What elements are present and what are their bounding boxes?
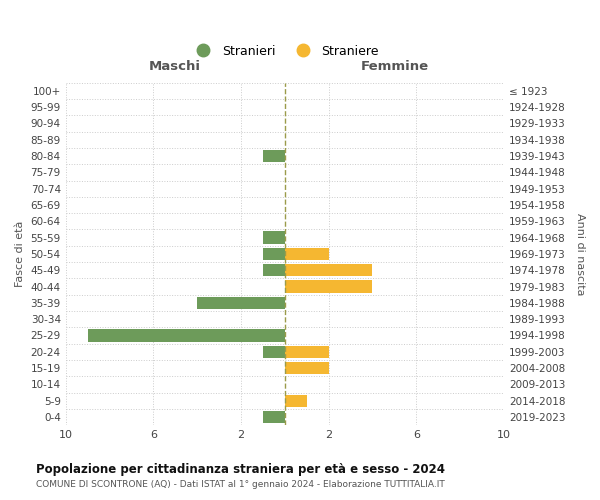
Bar: [263, 248, 285, 260]
Text: COMUNE DI SCONTRONE (AQ) - Dati ISTAT al 1° gennaio 2024 - Elaborazione TUTTITAL: COMUNE DI SCONTRONE (AQ) - Dati ISTAT al…: [36, 480, 445, 489]
Bar: [88, 330, 285, 342]
Bar: [285, 346, 329, 358]
Bar: [263, 150, 285, 162]
Bar: [285, 362, 329, 374]
Legend: Stranieri, Straniere: Stranieri, Straniere: [187, 41, 383, 62]
Bar: [197, 296, 285, 309]
Text: Popolazione per cittadinanza straniera per età e sesso - 2024: Popolazione per cittadinanza straniera p…: [36, 462, 445, 475]
Bar: [263, 346, 285, 358]
Text: Femmine: Femmine: [361, 60, 428, 73]
Y-axis label: Anni di nascita: Anni di nascita: [575, 212, 585, 295]
Bar: [263, 411, 285, 423]
Bar: [285, 280, 373, 292]
Bar: [285, 264, 373, 276]
Bar: [285, 394, 307, 407]
Y-axis label: Fasce di età: Fasce di età: [15, 220, 25, 287]
Text: Maschi: Maschi: [149, 60, 201, 73]
Bar: [263, 232, 285, 243]
Bar: [263, 264, 285, 276]
Bar: [285, 248, 329, 260]
